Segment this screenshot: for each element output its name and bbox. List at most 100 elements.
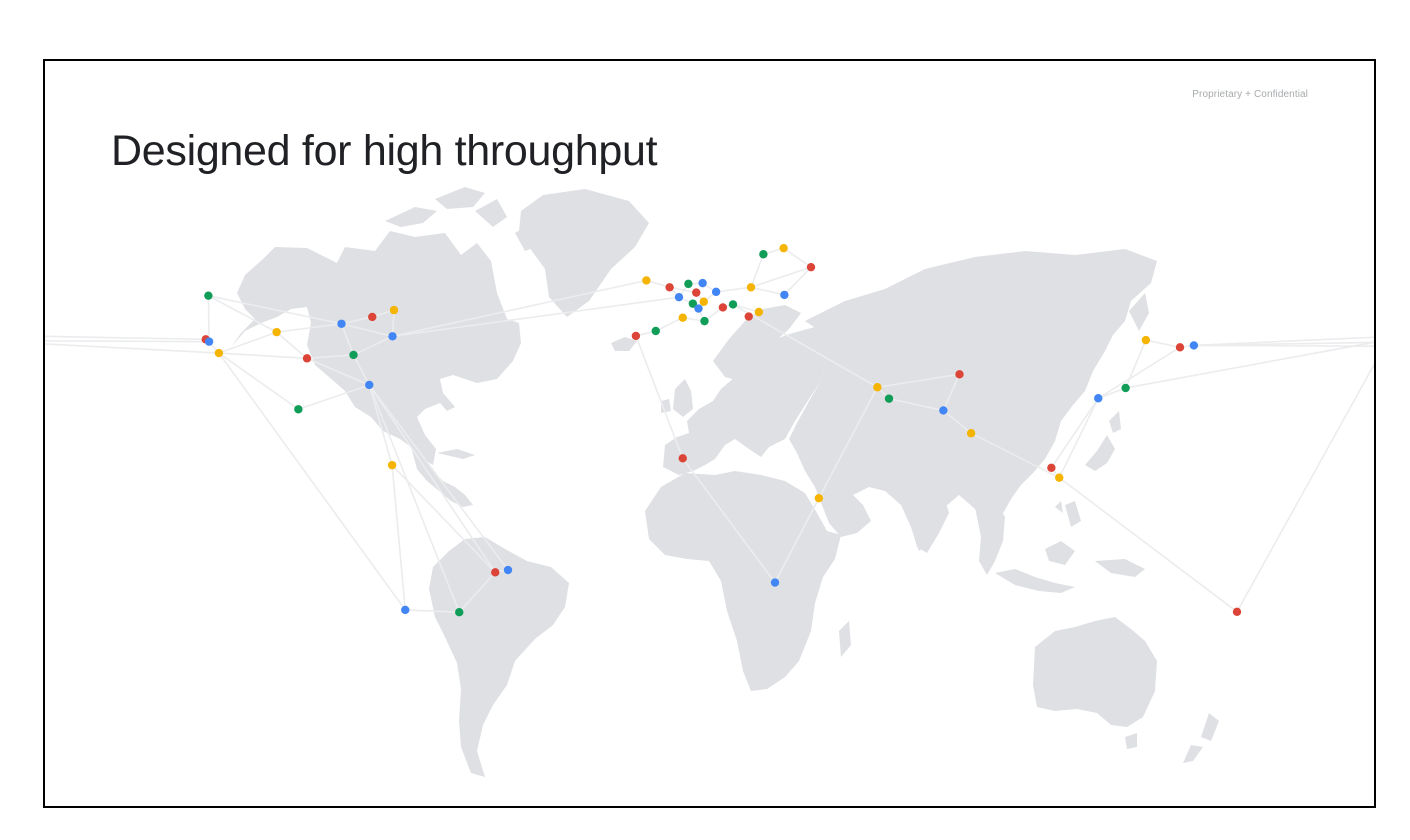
location-dot-blue (337, 319, 346, 328)
network-link (888, 397, 944, 412)
land-arabia (815, 481, 871, 537)
location-dot-blue (770, 578, 780, 587)
land-iceland (611, 337, 637, 351)
land-indonesia (995, 501, 1145, 593)
location-dot-yellow (966, 429, 976, 438)
location-dot-red (631, 331, 641, 341)
network-link (298, 384, 370, 411)
network-link (391, 465, 407, 610)
location-dot-green (1121, 383, 1130, 393)
location-dot-yellow (779, 243, 788, 253)
network-link (1145, 339, 1181, 349)
land-indochina (975, 501, 1005, 575)
slide: Proprietary + Confidential Designed for … (43, 59, 1376, 808)
location-dot-red (368, 312, 377, 322)
network-link (340, 323, 355, 356)
location-dot-yellow (1141, 335, 1151, 345)
network-edge-link (45, 340, 210, 343)
location-dot-red (1047, 463, 1056, 472)
network-edge-link (1125, 341, 1374, 389)
network-link (353, 335, 393, 356)
network-link (942, 409, 972, 434)
location-dot-red (744, 312, 753, 321)
location-dot-green (759, 250, 768, 259)
network-edge-link (45, 343, 219, 354)
location-dot-yellow (272, 327, 281, 337)
network-link (341, 323, 393, 338)
location-dot-yellow (389, 305, 399, 315)
network-link (970, 432, 1060, 479)
land-tasmania (1125, 733, 1137, 749)
location-dot-yellow (814, 494, 824, 503)
location-dot-yellow (387, 460, 397, 470)
location-dot-yellow (754, 307, 764, 317)
network-link (341, 316, 373, 325)
page-title: Designed for high throughput (111, 127, 658, 175)
network-link (207, 294, 278, 333)
location-dot-blue (698, 278, 707, 288)
location-dot-green (684, 279, 693, 289)
location-dot-green (884, 394, 894, 403)
network-link (942, 373, 961, 411)
land-australia (1033, 617, 1157, 727)
network-link (276, 322, 342, 333)
location-dot-blue (780, 290, 789, 300)
network-edge-link (1193, 344, 1374, 347)
location-dot-green (455, 608, 464, 617)
network-link (750, 253, 765, 288)
network-link (1058, 477, 1238, 613)
land-new-zealand (1183, 713, 1219, 763)
network-link (716, 286, 752, 293)
network-link (218, 352, 406, 611)
network-link (218, 331, 277, 354)
location-dot-blue (1094, 394, 1103, 403)
network-link (1050, 397, 1099, 469)
location-dot-red (1175, 343, 1185, 352)
network-link (818, 386, 879, 499)
network-link (682, 457, 776, 584)
location-dot-red (955, 370, 964, 379)
network-link (392, 279, 647, 338)
network-link (669, 286, 697, 294)
land-japan (1085, 411, 1121, 471)
network-link (405, 609, 460, 613)
land-north-america (231, 231, 521, 465)
network-link (368, 384, 509, 571)
land-taiwan (1055, 501, 1063, 513)
world-map (45, 187, 1374, 777)
location-dot-red (491, 568, 500, 577)
network-link (368, 384, 460, 613)
land-scandinavia (713, 305, 801, 381)
land-greenland (519, 189, 649, 317)
network-link (207, 295, 210, 342)
location-dot-red (1232, 607, 1242, 617)
location-dot-red (718, 303, 728, 312)
network-link (783, 266, 812, 296)
network-edge-link (45, 335, 206, 341)
location-dot-yellow (642, 276, 651, 285)
network-link (774, 497, 820, 583)
location-dot-green (651, 326, 660, 336)
location-dot-yellow (1055, 473, 1064, 482)
location-dot-blue (503, 565, 513, 575)
network-link (783, 247, 812, 268)
network-link (655, 316, 684, 332)
location-dot-green (728, 300, 738, 309)
network-links (45, 247, 1374, 613)
network-link (635, 335, 684, 459)
network-link (352, 354, 370, 386)
network-edge-link (1193, 336, 1374, 347)
location-dot-blue (388, 332, 397, 341)
network-link (1097, 346, 1181, 399)
location-dot-blue (204, 337, 214, 346)
location-dot-yellow (699, 297, 708, 306)
location-dot-red (692, 288, 701, 297)
location-dot-green (688, 299, 698, 308)
location-dot-red (806, 262, 816, 272)
network-link (218, 352, 308, 360)
location-dot-green (349, 350, 358, 360)
location-dot-yellow (746, 283, 756, 292)
land-africa (645, 471, 841, 691)
location-dot-blue (694, 304, 703, 313)
location-dot-yellow (214, 348, 224, 358)
